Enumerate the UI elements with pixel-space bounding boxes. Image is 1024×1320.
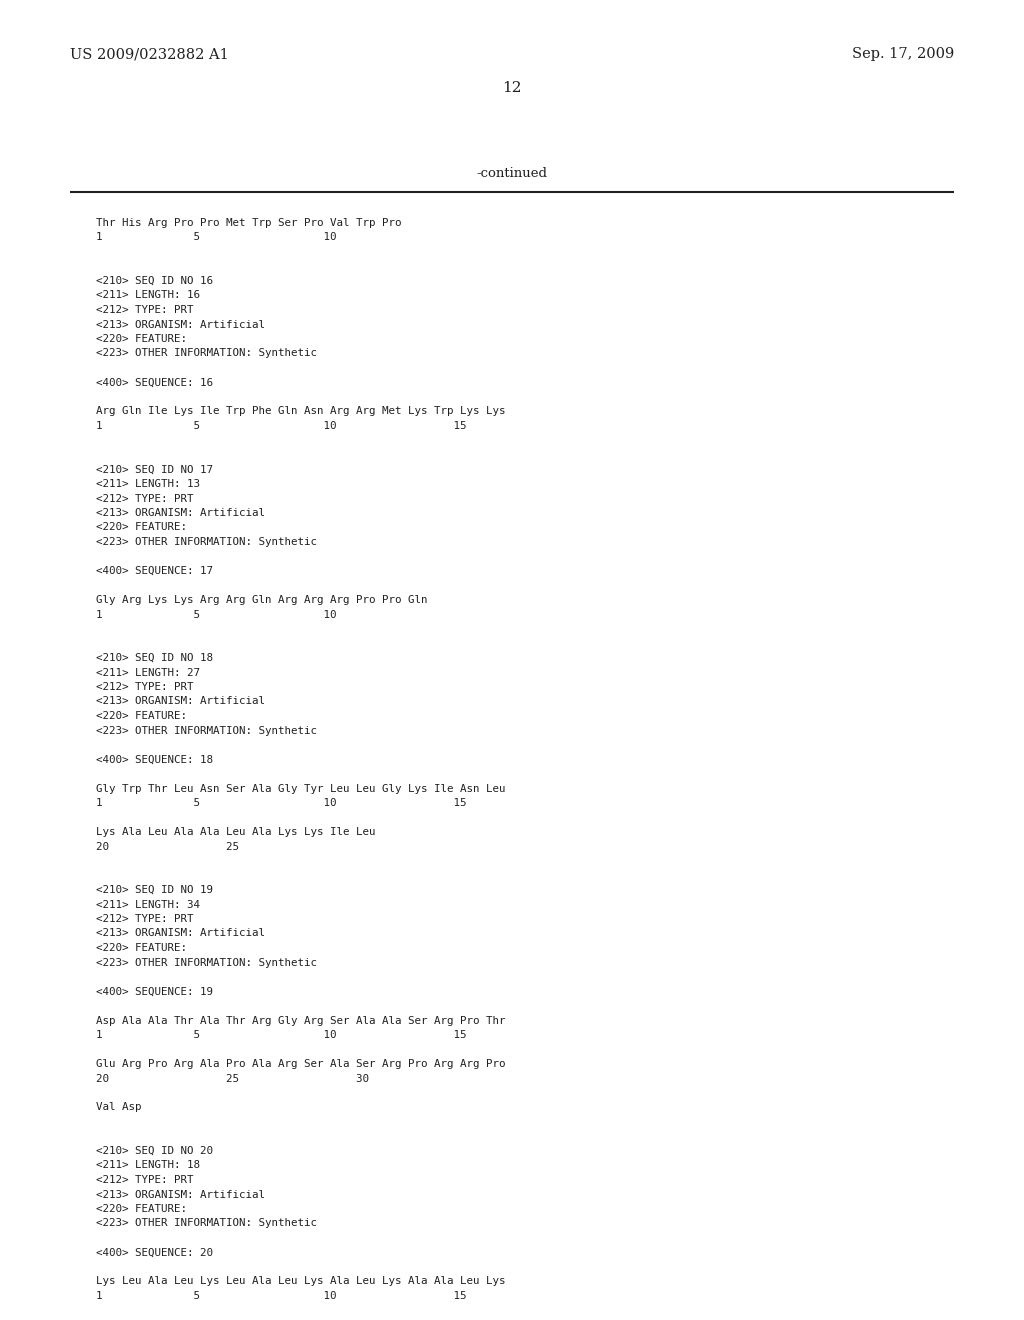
- Text: <400> SEQUENCE: 20: <400> SEQUENCE: 20: [96, 1247, 213, 1258]
- Text: <211> LENGTH: 34: <211> LENGTH: 34: [96, 899, 200, 909]
- Text: <210> SEQ ID NO 19: <210> SEQ ID NO 19: [96, 884, 213, 895]
- Text: US 2009/0232882 A1: US 2009/0232882 A1: [70, 48, 228, 61]
- Text: 1              5                   10                  15: 1 5 10 15: [96, 1030, 467, 1040]
- Text: <223> OTHER INFORMATION: Synthetic: <223> OTHER INFORMATION: Synthetic: [96, 957, 317, 968]
- Text: 1              5                   10: 1 5 10: [96, 610, 337, 619]
- Text: 20                  25                  30: 20 25 30: [96, 1073, 369, 1084]
- Text: Gly Arg Lys Lys Arg Arg Gln Arg Arg Arg Pro Pro Gln: Gly Arg Lys Lys Arg Arg Gln Arg Arg Arg …: [96, 595, 427, 605]
- Text: <212> TYPE: PRT: <212> TYPE: PRT: [96, 494, 194, 503]
- Text: <211> LENGTH: 16: <211> LENGTH: 16: [96, 290, 200, 301]
- Text: <220> FEATURE:: <220> FEATURE:: [96, 523, 187, 532]
- Text: <220> FEATURE:: <220> FEATURE:: [96, 1204, 187, 1214]
- Text: <211> LENGTH: 27: <211> LENGTH: 27: [96, 668, 200, 677]
- Text: Thr His Arg Pro Pro Met Trp Ser Pro Val Trp Pro: Thr His Arg Pro Pro Met Trp Ser Pro Val …: [96, 218, 401, 228]
- Text: Lys Ala Leu Ala Ala Leu Ala Lys Lys Ile Leu: Lys Ala Leu Ala Ala Leu Ala Lys Lys Ile …: [96, 828, 376, 837]
- Text: 1              5                   10                  15: 1 5 10 15: [96, 799, 467, 808]
- Text: <212> TYPE: PRT: <212> TYPE: PRT: [96, 913, 194, 924]
- Text: <210> SEQ ID NO 16: <210> SEQ ID NO 16: [96, 276, 213, 286]
- Text: Val Asp: Val Asp: [96, 1102, 141, 1113]
- Text: Arg Gln Ile Lys Ile Trp Phe Gln Asn Arg Arg Met Lys Trp Lys Lys: Arg Gln Ile Lys Ile Trp Phe Gln Asn Arg …: [96, 407, 506, 417]
- Text: <213> ORGANISM: Artificial: <213> ORGANISM: Artificial: [96, 928, 265, 939]
- Text: <213> ORGANISM: Artificial: <213> ORGANISM: Artificial: [96, 319, 265, 330]
- Text: Sep. 17, 2009: Sep. 17, 2009: [852, 48, 954, 61]
- Text: <210> SEQ ID NO 20: <210> SEQ ID NO 20: [96, 1146, 213, 1156]
- Text: <400> SEQUENCE: 19: <400> SEQUENCE: 19: [96, 986, 213, 997]
- Text: 1              5                   10: 1 5 10: [96, 232, 337, 243]
- Text: <400> SEQUENCE: 18: <400> SEQUENCE: 18: [96, 755, 213, 764]
- Text: <212> TYPE: PRT: <212> TYPE: PRT: [96, 682, 194, 692]
- Text: 20                  25: 20 25: [96, 842, 239, 851]
- Text: <211> LENGTH: 13: <211> LENGTH: 13: [96, 479, 200, 488]
- Text: <213> ORGANISM: Artificial: <213> ORGANISM: Artificial: [96, 508, 265, 517]
- Text: 12: 12: [502, 81, 522, 95]
- Text: <213> ORGANISM: Artificial: <213> ORGANISM: Artificial: [96, 1189, 265, 1200]
- Text: <212> TYPE: PRT: <212> TYPE: PRT: [96, 305, 194, 315]
- Text: Asp Ala Ala Thr Ala Thr Arg Gly Arg Ser Ala Ala Ser Arg Pro Thr: Asp Ala Ala Thr Ala Thr Arg Gly Arg Ser …: [96, 1015, 506, 1026]
- Text: <223> OTHER INFORMATION: Synthetic: <223> OTHER INFORMATION: Synthetic: [96, 1218, 317, 1229]
- Text: Gly Trp Thr Leu Asn Ser Ala Gly Tyr Leu Leu Gly Lys Ile Asn Leu: Gly Trp Thr Leu Asn Ser Ala Gly Tyr Leu …: [96, 784, 506, 793]
- Text: Glu Arg Pro Arg Ala Pro Ala Arg Ser Ala Ser Arg Pro Arg Arg Pro: Glu Arg Pro Arg Ala Pro Ala Arg Ser Ala …: [96, 1059, 506, 1069]
- Text: 1              5                   10                  15: 1 5 10 15: [96, 1291, 467, 1302]
- Text: <400> SEQUENCE: 17: <400> SEQUENCE: 17: [96, 566, 213, 576]
- Text: <212> TYPE: PRT: <212> TYPE: PRT: [96, 1175, 194, 1185]
- Text: <223> OTHER INFORMATION: Synthetic: <223> OTHER INFORMATION: Synthetic: [96, 537, 317, 546]
- Text: <220> FEATURE:: <220> FEATURE:: [96, 711, 187, 721]
- Text: <223> OTHER INFORMATION: Synthetic: <223> OTHER INFORMATION: Synthetic: [96, 726, 317, 735]
- Text: <210> SEQ ID NO 17: <210> SEQ ID NO 17: [96, 465, 213, 474]
- Text: <213> ORGANISM: Artificial: <213> ORGANISM: Artificial: [96, 697, 265, 706]
- Text: 1              5                   10                  15: 1 5 10 15: [96, 421, 467, 432]
- Text: Lys Leu Ala Leu Lys Leu Ala Leu Lys Ala Leu Lys Ala Ala Leu Lys: Lys Leu Ala Leu Lys Leu Ala Leu Lys Ala …: [96, 1276, 506, 1287]
- Text: <210> SEQ ID NO 18: <210> SEQ ID NO 18: [96, 653, 213, 663]
- Text: <211> LENGTH: 18: <211> LENGTH: 18: [96, 1160, 200, 1171]
- Text: <400> SEQUENCE: 16: <400> SEQUENCE: 16: [96, 378, 213, 388]
- Text: <223> OTHER INFORMATION: Synthetic: <223> OTHER INFORMATION: Synthetic: [96, 348, 317, 359]
- Text: <220> FEATURE:: <220> FEATURE:: [96, 942, 187, 953]
- Text: <220> FEATURE:: <220> FEATURE:: [96, 334, 187, 345]
- Text: -continued: -continued: [476, 168, 548, 180]
